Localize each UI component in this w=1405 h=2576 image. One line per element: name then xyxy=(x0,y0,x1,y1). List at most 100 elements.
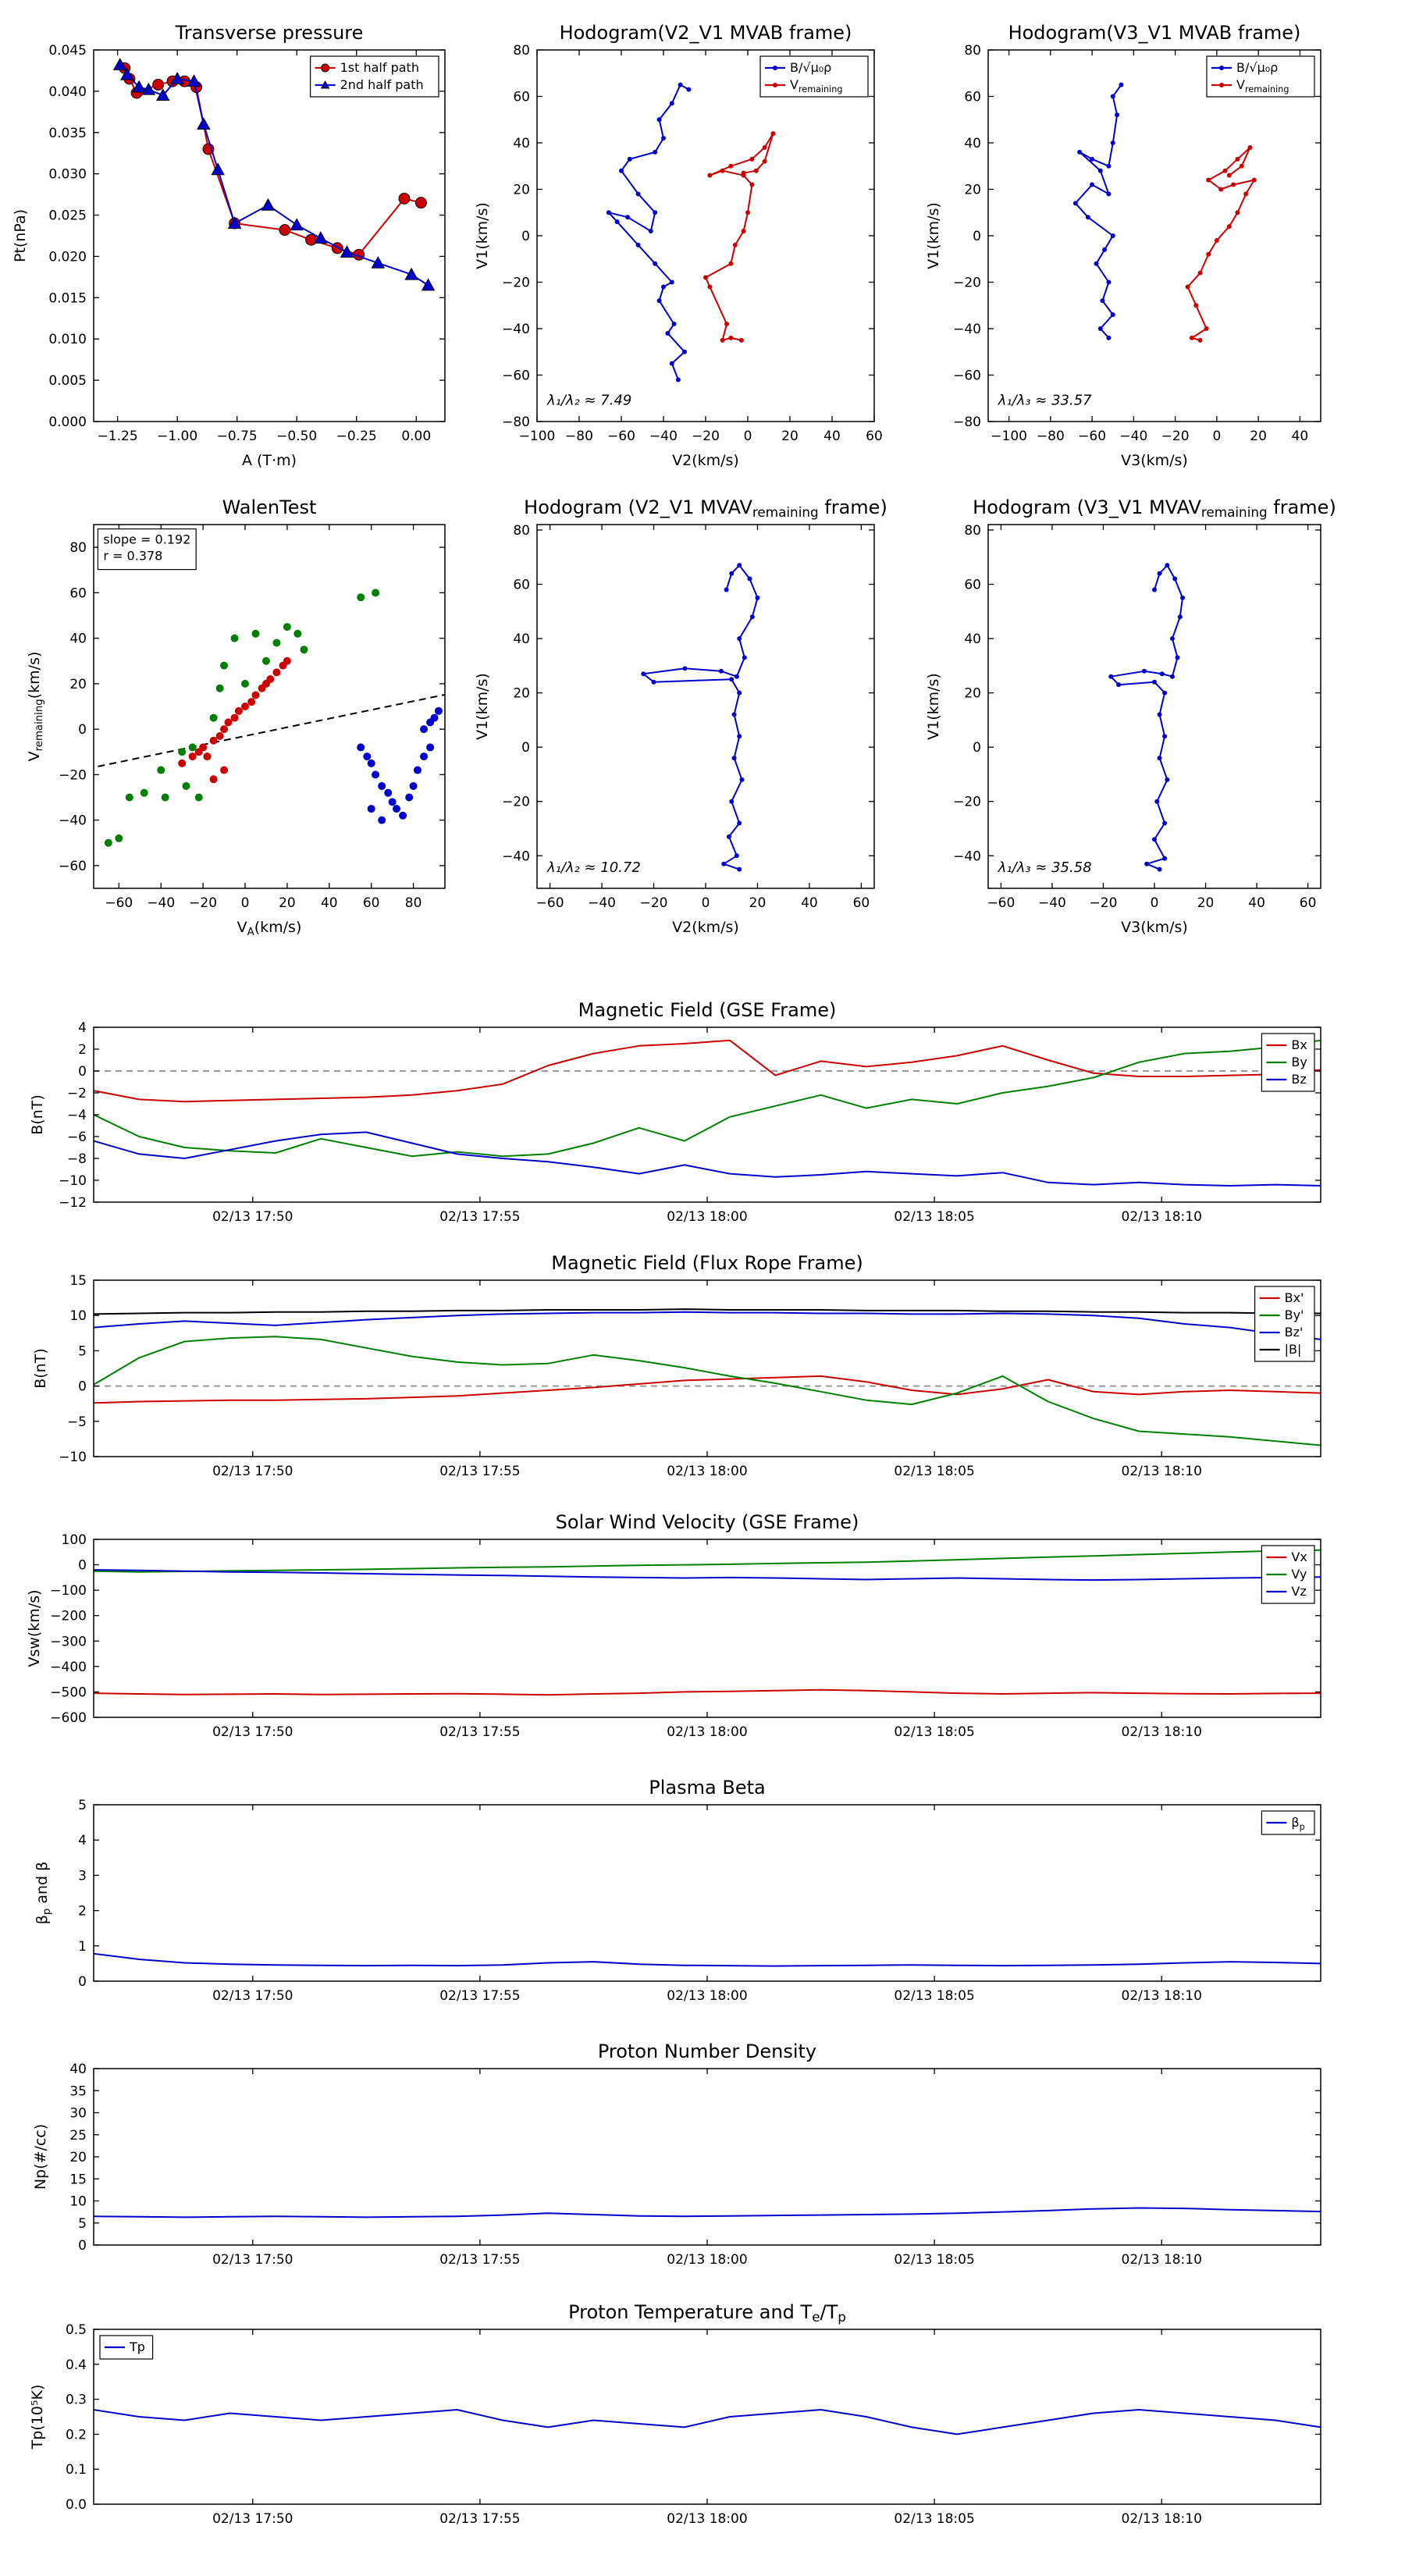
svg-text:20: 20 xyxy=(279,895,296,911)
svg-text:0.4: 0.4 xyxy=(66,2357,87,2373)
svg-text:βp and β: βp and β xyxy=(34,1862,53,1925)
svg-text:λ₁/λ₃ ≈ 35.58: λ₁/λ₃ ≈ 35.58 xyxy=(998,859,1092,876)
svg-text:−60: −60 xyxy=(536,895,564,911)
svg-text:r = 0.378: r = 0.378 xyxy=(103,549,162,564)
svg-text:40: 40 xyxy=(69,632,87,647)
svg-text:0: 0 xyxy=(521,740,530,756)
svg-text:20: 20 xyxy=(964,686,981,702)
svg-text:Bz': Bz' xyxy=(1285,1325,1304,1340)
svg-text:Solar Wind Velocity (GSE Frame: Solar Wind Velocity (GSE Frame) xyxy=(556,1511,859,1533)
svg-text:02/13 17:50: 02/13 17:50 xyxy=(212,2511,293,2527)
svg-text:−500: −500 xyxy=(50,1685,87,1700)
svg-text:02/13 18:05: 02/13 18:05 xyxy=(894,1724,974,1740)
svg-text:Bz: Bz xyxy=(1291,1072,1306,1087)
svg-text:0.2: 0.2 xyxy=(66,2427,87,2443)
svg-text:βp: βp xyxy=(1291,1815,1304,1832)
svg-text:02/13 17:55: 02/13 17:55 xyxy=(439,1988,520,2004)
svg-text:−60: −60 xyxy=(607,429,635,444)
svg-text:V1(km/s): V1(km/s) xyxy=(925,202,942,269)
svg-text:−20: −20 xyxy=(953,795,981,810)
svg-text:20: 20 xyxy=(1197,895,1215,911)
svg-text:02/13 18:05: 02/13 18:05 xyxy=(894,1988,974,2004)
svg-text:Vremaining(km/s): Vremaining(km/s) xyxy=(26,652,45,762)
svg-text:−300: −300 xyxy=(50,1634,87,1649)
svg-text:40: 40 xyxy=(1248,895,1265,911)
svg-text:0.015: 0.015 xyxy=(48,290,87,306)
svg-text:2: 2 xyxy=(78,1042,87,1058)
svg-text:100: 100 xyxy=(62,1532,87,1548)
svg-text:5: 5 xyxy=(78,1798,87,1813)
svg-text:−400: −400 xyxy=(50,1660,87,1675)
svg-text:20: 20 xyxy=(513,686,530,702)
svg-text:−5: −5 xyxy=(67,1414,87,1430)
svg-text:10: 10 xyxy=(69,1308,87,1324)
svg-text:20: 20 xyxy=(1250,429,1267,444)
svg-text:02/13 18:05: 02/13 18:05 xyxy=(894,1209,974,1225)
svg-text:λ₁/λ₂ ≈ 10.72: λ₁/λ₂ ≈ 10.72 xyxy=(546,859,641,876)
svg-text:Magnetic Field (GSE Frame): Magnetic Field (GSE Frame) xyxy=(578,999,837,1021)
svg-text:20: 20 xyxy=(69,2150,87,2165)
svg-text:Hodogram(V3_V1 MVAB frame): Hodogram(V3_V1 MVAB frame) xyxy=(1008,22,1301,44)
svg-text:V3(km/s): V3(km/s) xyxy=(1121,919,1188,936)
series-Vz xyxy=(93,1569,1321,1582)
svg-text:02/13 17:50: 02/13 17:50 xyxy=(212,1209,293,1225)
svg-text:Plasma Beta: Plasma Beta xyxy=(649,1777,765,1799)
series-Bz xyxy=(93,1131,1321,1187)
svg-text:−1.00: −1.00 xyxy=(157,429,197,444)
svg-text:02/13 18:05: 02/13 18:05 xyxy=(894,2252,974,2268)
svg-text:−1.25: −1.25 xyxy=(98,429,138,444)
svg-text:−60: −60 xyxy=(502,368,530,384)
svg-text:02/13 18:10: 02/13 18:10 xyxy=(1122,1464,1202,1479)
svg-text:0.040: 0.040 xyxy=(48,84,87,100)
svg-text:40: 40 xyxy=(513,136,530,151)
svg-text:02/13 18:00: 02/13 18:00 xyxy=(667,2511,747,2527)
svg-text:02/13 17:55: 02/13 17:55 xyxy=(439,2511,520,2527)
svg-text:30: 30 xyxy=(69,2106,87,2122)
svg-text:Tp: Tp xyxy=(129,2339,145,2354)
svg-text:02/13 17:50: 02/13 17:50 xyxy=(212,1464,293,1479)
svg-text:40: 40 xyxy=(964,136,981,151)
svg-text:V1(km/s): V1(km/s) xyxy=(474,673,491,740)
svg-text:02/13 17:55: 02/13 17:55 xyxy=(439,1724,520,1740)
svg-text:−60: −60 xyxy=(105,895,133,911)
svg-text:−60: −60 xyxy=(987,895,1015,911)
svg-text:15: 15 xyxy=(69,1273,87,1289)
svg-text:5: 5 xyxy=(78,1343,87,1359)
svg-text:−40: −40 xyxy=(1038,895,1066,911)
svg-text:−40: −40 xyxy=(953,322,981,337)
svg-text:02/13 17:50: 02/13 17:50 xyxy=(212,1724,293,1740)
svg-text:−20: −20 xyxy=(1161,429,1190,444)
svg-text:−80: −80 xyxy=(502,415,530,430)
svg-text:02/13 17:50: 02/13 17:50 xyxy=(212,2252,293,2268)
svg-text:60: 60 xyxy=(964,578,981,593)
svg-text:WalenTest: WalenTest xyxy=(222,496,317,518)
svg-text:60: 60 xyxy=(964,90,981,105)
series-Bx xyxy=(93,1039,1321,1103)
series-fit-line xyxy=(98,693,446,767)
svg-text:Tp(10⁵K): Tp(10⁵K) xyxy=(29,2385,46,2450)
svg-text:0.1: 0.1 xyxy=(66,2462,87,2478)
svg-text:2: 2 xyxy=(78,1904,87,1920)
svg-text:Np(#/cc): Np(#/cc) xyxy=(32,2124,49,2190)
svg-text:Bx: Bx xyxy=(1291,1037,1307,1052)
svg-text:0.00: 0.00 xyxy=(401,429,431,444)
svg-text:02/13 18:00: 02/13 18:00 xyxy=(667,1464,747,1479)
series-Np xyxy=(93,2207,1321,2218)
svg-text:0: 0 xyxy=(973,229,981,244)
svg-text:60: 60 xyxy=(69,585,87,601)
chart-hodogram-v2v1-mvav: −60 −40 −20 0 20 40 60 −40 −20 0 20 40 60 80 Hodogram … xyxy=(474,496,887,936)
svg-text:Pt(nPa): Pt(nPa) xyxy=(12,209,29,262)
svg-text:B/√μ₀ρ: B/√μ₀ρ xyxy=(1236,60,1278,75)
svg-text:1: 1 xyxy=(78,1939,87,1955)
svg-text:0: 0 xyxy=(78,1974,87,1990)
svg-text:By': By' xyxy=(1285,1308,1304,1322)
series-Vx xyxy=(93,1688,1321,1696)
svg-text:−100: −100 xyxy=(50,1583,87,1599)
chart-proton-temperature: 02/13 17:50 02/13 17:55 02/13 18:00 02/13 1… xyxy=(29,2301,1321,2527)
svg-text:−40: −40 xyxy=(1119,429,1147,444)
chart-plasma-beta: 02/13 17:50 02/13 17:55 02/13 18:00 02/13 1… xyxy=(34,1777,1321,2004)
svg-text:40: 40 xyxy=(964,632,981,647)
series-Tp xyxy=(93,2409,1321,2435)
svg-text:−40: −40 xyxy=(649,429,678,444)
svg-text:0: 0 xyxy=(973,740,981,756)
